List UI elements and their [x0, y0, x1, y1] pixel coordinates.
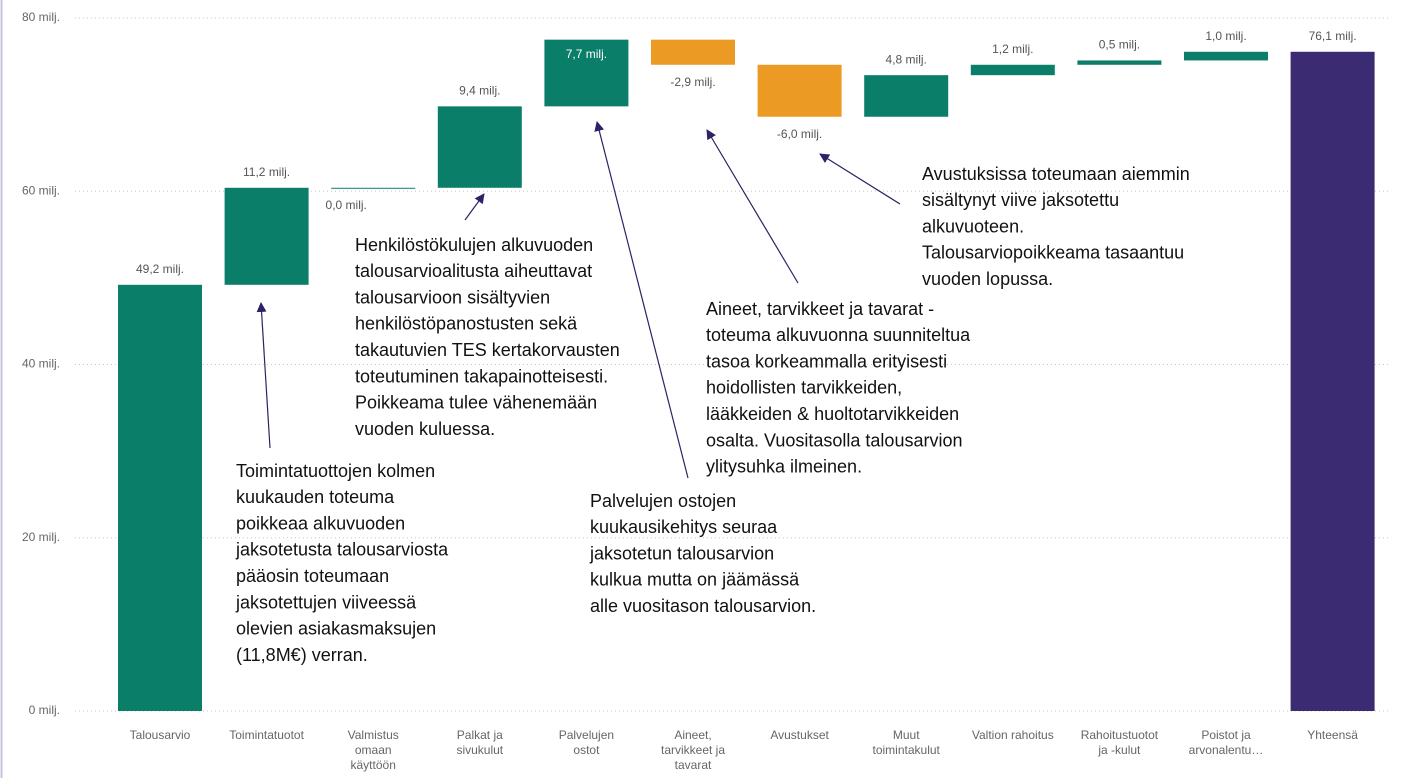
bar — [1077, 60, 1162, 65]
y-tick-label: 60 milj. — [22, 183, 60, 197]
value-label: 7,7 milj. — [566, 47, 607, 61]
bar — [1290, 51, 1375, 711]
annotation-line: jaksotetusta talousarviosta — [235, 540, 449, 560]
x-tick-label: Palvelujen ostot — [559, 728, 614, 757]
annotation-line: ylitysuhka ilmeinen. — [706, 457, 862, 477]
annotation-line: sisältynyt viive jaksotettu — [922, 190, 1119, 210]
arrow — [256, 302, 271, 449]
x-tick-label: Muut toimintakulut — [873, 728, 941, 757]
value-label: 0,0 milj. — [326, 198, 367, 212]
annotation-line: talousarvioalitusta aiheuttavat — [355, 261, 592, 281]
arrow — [706, 129, 799, 284]
value-label: 4,8 milj. — [886, 52, 927, 66]
annotation-line: Poikkeama tulee vähenemään — [355, 393, 597, 413]
arrow — [464, 193, 485, 221]
bar — [544, 39, 629, 107]
annotation-line: poikkeaa alkuvuoden — [236, 513, 405, 533]
annotation-line: Talousarviopoikkeama tasaantuu — [922, 243, 1184, 263]
annotation-line: tasoa korkeammalla erityisesti — [706, 351, 947, 371]
annotation-line: pääosin toteumaan — [236, 566, 389, 586]
annotation-line: kuukausikehitys seuraa — [590, 517, 778, 537]
y-tick-label: 20 milj. — [22, 530, 60, 544]
value-label: 49,2 milj. — [136, 262, 184, 276]
annotation-line: toteutuminen takapainotteisesti. — [355, 366, 608, 386]
x-tick-label: Palkat ja sivukulut — [456, 728, 503, 757]
annotation-line: jaksotettujen viiveessä — [235, 592, 417, 612]
y-tick-label: 80 milj. — [22, 10, 60, 24]
bar — [437, 106, 522, 188]
bar — [331, 187, 416, 189]
annotation-line: hoidollisten tarvikkeiden, — [706, 378, 902, 398]
annotation-line: Avustuksissa toteumaan aiemmin — [922, 164, 1190, 184]
x-tick-label: Talousarvio — [130, 728, 191, 742]
annotation-arrows — [256, 121, 901, 479]
bar — [651, 39, 735, 65]
annotation-line: vuoden lopussa. — [922, 269, 1053, 289]
value-label: 1,0 milj. — [1205, 29, 1246, 43]
annotation-line: olevien asiakasmaksujen — [236, 619, 436, 639]
x-tick-label: Avustukset — [770, 728, 829, 742]
x-tick-label: Valmistus omaan käyttöön — [348, 728, 399, 772]
annotation-line: kulkua mutta on jäämässä — [590, 570, 800, 590]
annotation-line: kuukauden toteuma — [236, 487, 395, 507]
bar — [864, 75, 949, 117]
annotation-line: alle vuositason talousarvion. — [590, 596, 816, 616]
x-tick-label: Rahoitustuotot ja -kulut — [1081, 728, 1159, 757]
x-tick-label: Poistot ja arvonalentu… — [1189, 728, 1264, 757]
annotation-line: Toimintatuottojen kolmen — [236, 461, 435, 481]
annotation-line: alkuvuoteen. — [922, 216, 1024, 236]
value-label: 11,2 milj. — [243, 165, 290, 179]
y-tick-label: 0 milj. — [29, 703, 60, 717]
bar — [118, 284, 202, 711]
annotation-line: talousarvioon sisältyvien — [355, 287, 550, 307]
annotation-line: Aineet, tarvikkeet ja tavarat - — [706, 299, 934, 319]
y-tick-label: 40 milj. — [22, 357, 60, 371]
bar — [224, 187, 309, 285]
value-label: 1,2 milj. — [992, 42, 1033, 56]
annotation-line: Palvelujen ostojen — [590, 491, 736, 511]
x-tick-label: Valtion rahoitus — [972, 728, 1054, 742]
arrow — [819, 153, 901, 205]
bar — [757, 64, 842, 117]
annotation-line: henkilöstöpanostusten sekä — [355, 314, 578, 334]
value-label: -2,9 milj. — [670, 75, 715, 89]
value-label: 9,4 milj. — [459, 84, 500, 98]
value-label: -6,0 milj. — [777, 127, 822, 141]
x-tick-label: Yhteensä — [1307, 728, 1358, 742]
value-label: 76,1 milj. — [1309, 29, 1357, 43]
x-tick-label: Aineet, tarvikkeet ja tavarat — [661, 728, 725, 772]
bar — [970, 64, 1055, 76]
annotation-line: osalta. Vuositasolla talousarvion — [706, 430, 962, 450]
annotation-line: toteuma alkuvuonna suunniteltua — [706, 325, 971, 345]
value-label: 0,5 milj. — [1099, 38, 1140, 52]
arrow — [594, 121, 689, 479]
annotation-line: Henkilöstökulujen alkuvuoden — [355, 235, 593, 255]
annotation-line: lääkkeiden & huoltotarvikkeiden — [706, 404, 959, 424]
x-tick-label: Toimintatuotot — [229, 728, 304, 742]
annotation-line: takautuvien TES kertakorvausten — [355, 340, 620, 360]
bar — [1184, 51, 1268, 61]
annotation-line: (11,8M€) verran. — [236, 645, 368, 665]
annotation-line: jaksotetun talousarvion — [589, 543, 774, 563]
annotation-line: vuoden kuluessa. — [355, 419, 495, 439]
